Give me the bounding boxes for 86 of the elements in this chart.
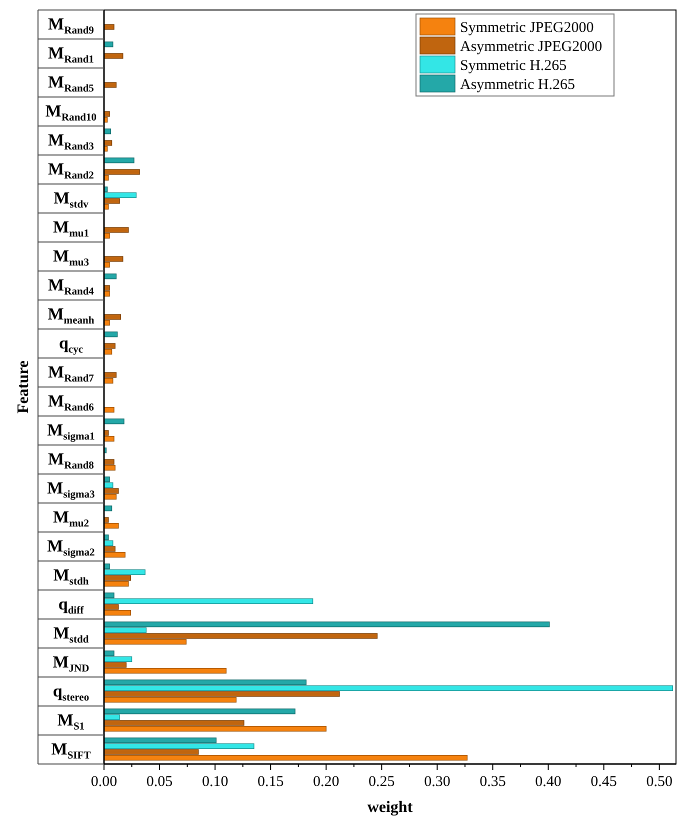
y-tick-label: M$_{Rand2}$ [48, 160, 94, 182]
y-tick-label: q$_{stereo}$ [52, 682, 90, 704]
y-tick-label: q$_{cyc}$ [58, 334, 84, 356]
x-tick-label: 0.40 [535, 774, 562, 790]
bar [104, 198, 120, 204]
bar [104, 598, 314, 604]
y-tick-label: M$_{mu1}$ [53, 218, 89, 240]
bar [104, 668, 227, 674]
bar [104, 680, 306, 686]
bar [104, 714, 120, 720]
bar [104, 754, 468, 761]
bar [104, 343, 116, 349]
bar [104, 546, 116, 552]
y-tick-label: M$_{Rand7}$ [48, 362, 95, 384]
x-tick-label: 0.00 [90, 774, 118, 790]
bar [104, 720, 244, 726]
bar [104, 749, 199, 755]
y-tick-label: M$_{mu2}$ [53, 508, 89, 530]
bar [104, 372, 117, 378]
y-tick-label: M$_{Rand1}$ [48, 44, 94, 66]
x-tick-label: 0.30 [424, 774, 450, 790]
bar [104, 459, 114, 465]
y-tick-label: M$_{Rand4}$ [48, 276, 95, 298]
bar [104, 169, 140, 175]
bar [104, 633, 378, 639]
bar [104, 418, 124, 424]
legend-label: Asymmetric JPEG2000 [460, 39, 602, 55]
bar [104, 662, 127, 668]
bar [104, 256, 124, 262]
y-tick-label: M$_{mu3}$ [53, 246, 89, 268]
x-tick-label: 0.50 [646, 774, 672, 790]
x-axis-title: weight [367, 799, 414, 816]
bar [104, 604, 119, 610]
bar [104, 580, 129, 587]
y-tick-label: M$_{sigma3}$ [47, 478, 95, 500]
y-tick-label: q$_{diff}$ [58, 594, 84, 616]
legend-label: Symmetric H.265 [460, 58, 567, 74]
bar [104, 569, 146, 575]
x-tick-label: 0.35 [480, 774, 506, 790]
bar [104, 656, 132, 662]
y-tick-label: M$_{Rand5}$ [48, 72, 94, 94]
bar [104, 696, 237, 703]
bar [104, 685, 674, 691]
bar [104, 82, 117, 88]
legend-label: Symmetric JPEG2000 [460, 20, 594, 36]
y-tick-label: M$_{Rand6}$ [48, 392, 94, 414]
bar [104, 488, 119, 494]
y-tick-label: M$_{Rand10}$ [45, 102, 97, 124]
y-tick-label: M$_{S1}$ [57, 710, 85, 732]
bar [104, 622, 550, 628]
bar [104, 552, 126, 558]
x-tick-label: 0.10 [202, 774, 228, 790]
y-tick-label: M$_{stdd}$ [53, 624, 89, 646]
bar [104, 691, 340, 697]
y-tick-label: M$_{JND}$ [52, 652, 90, 674]
y-tick-label: M$_{sigma1}$ [47, 420, 95, 442]
y-tick-label: M$_{Rand3}$ [48, 130, 94, 152]
bar [104, 53, 124, 59]
x-tick-label: 0.25 [368, 774, 395, 790]
x-tick-label: 0.15 [257, 774, 284, 790]
bar [104, 738, 217, 744]
x-tick-label: 0.20 [313, 774, 340, 790]
x-tick-label: 0.05 [146, 774, 173, 790]
bar [104, 638, 187, 645]
bar [104, 192, 137, 198]
bar [104, 24, 114, 30]
bar [104, 575, 132, 581]
y-tick-label: M$_{stdv}$ [54, 188, 90, 210]
y-tick-label: M$_{sigma2}$ [47, 536, 95, 558]
y-tick-label: M$_{stdh}$ [53, 566, 89, 588]
x-tick-label: 0.45 [590, 774, 617, 790]
y-tick-label: M$_{Rand8}$ [48, 450, 94, 472]
bar [104, 743, 254, 749]
bar [104, 726, 326, 732]
bar [104, 158, 134, 164]
y-axis-title: Feature [15, 360, 32, 414]
bar [104, 522, 119, 529]
bar [104, 610, 132, 616]
y-tick-label: M$_{meanh}$ [48, 304, 94, 326]
bar [104, 227, 129, 233]
y-tick-label: M$_{Rand9}$ [48, 14, 94, 36]
bar [104, 627, 147, 633]
bar [104, 708, 296, 714]
legend-label: Asymmetric H.265 [460, 77, 575, 93]
y-tick-label: M$_{SIFT}$ [51, 740, 91, 762]
bar [104, 314, 122, 320]
